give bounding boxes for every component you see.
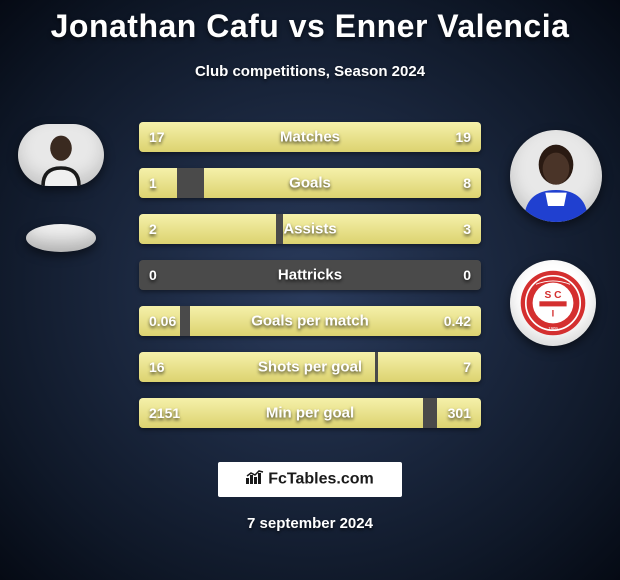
- brand-text: FcTables.com: [268, 471, 374, 488]
- stat-label: Min per goal: [139, 405, 481, 422]
- svg-text:S C: S C: [545, 290, 563, 301]
- stat-row: 1Goals8: [139, 168, 481, 198]
- chart-icon: [246, 470, 264, 489]
- svg-text:1909: 1909: [548, 326, 558, 331]
- stat-row: 17Matches19: [139, 122, 481, 152]
- stat-value-right: 301: [448, 405, 471, 421]
- stat-row: 0Hattricks0: [139, 260, 481, 290]
- stat-label: Goals per match: [139, 313, 481, 330]
- stat-label: Hattricks: [139, 267, 481, 284]
- player1-photo: [18, 124, 104, 186]
- player2-club-badge: S C I 1909: [510, 260, 596, 346]
- player1-club-badge: [26, 224, 96, 252]
- stat-value-right: 8: [463, 175, 471, 191]
- stat-label: Shots per goal: [139, 359, 481, 376]
- stat-value-right: 0: [463, 267, 471, 283]
- stat-value-right: 3: [463, 221, 471, 237]
- stat-row: 2151Min per goal301: [139, 398, 481, 428]
- page-title: Jonathan Cafu vs Enner Valencia: [0, 0, 620, 45]
- brand-logo: FcTables.com: [218, 462, 402, 497]
- svg-text:I: I: [552, 309, 555, 319]
- player-right-avatars: S C I 1909: [510, 130, 602, 384]
- stat-value-right: 0.42: [444, 313, 471, 329]
- stat-row: 2Assists3: [139, 214, 481, 244]
- footer: FcTables.com 7 september 2024: [0, 462, 620, 532]
- stat-value-right: 7: [463, 359, 471, 375]
- subtitle: Club competitions, Season 2024: [0, 63, 620, 80]
- stat-row: 0.06Goals per match0.42: [139, 306, 481, 336]
- date: 7 september 2024: [0, 515, 620, 532]
- player2-photo: [510, 130, 602, 222]
- stats-container: 17Matches19 1Goals8 2Assists3 0Hattricks0 0.…: [139, 122, 481, 444]
- stat-label: Matches: [139, 129, 481, 146]
- stat-label: Assists: [139, 221, 481, 238]
- player-left-avatars: [18, 124, 104, 290]
- stat-row: 16Shots per goal7: [139, 352, 481, 382]
- stat-label: Goals: [139, 175, 481, 192]
- stat-value-right: 19: [455, 129, 471, 145]
